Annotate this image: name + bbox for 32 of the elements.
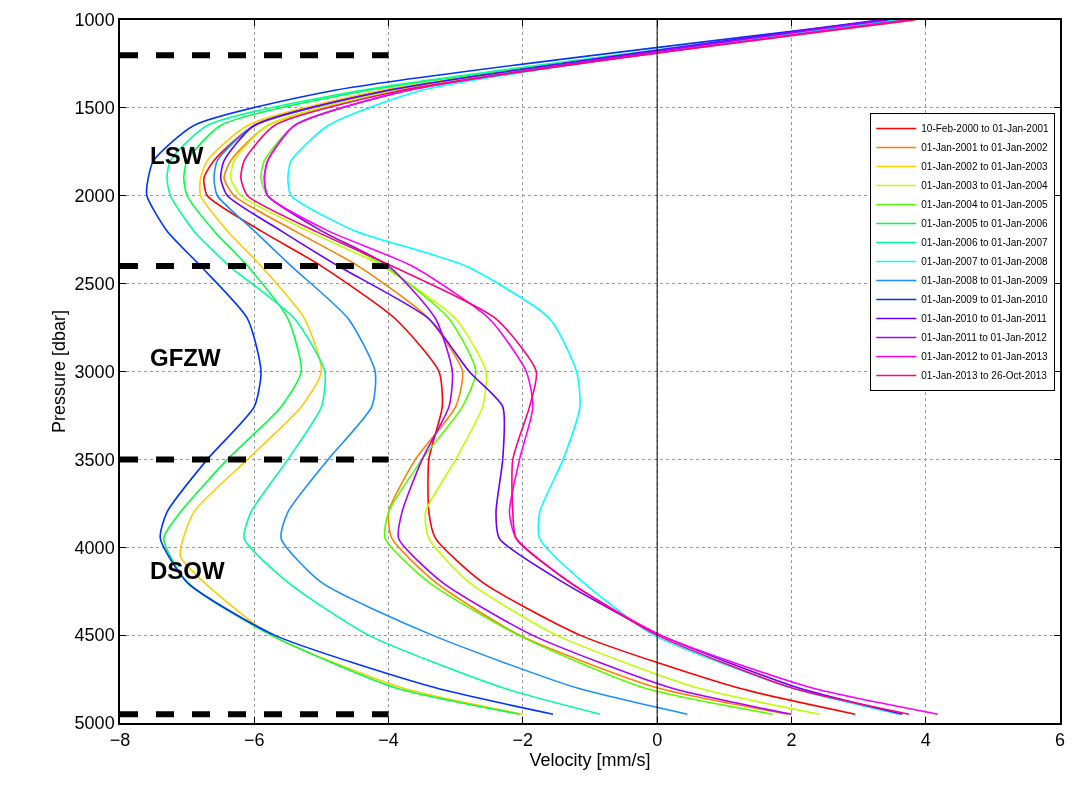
legend-label: 01-Jan-2001 to 01-Jan-2002 [921, 142, 1048, 154]
y-tick-label: 1500 [74, 98, 115, 119]
x-tick-label: 2 [786, 730, 797, 751]
legend-label: 01-Jan-2010 to 01-Jan-2011 [921, 313, 1048, 325]
x-tick-label: −6 [244, 730, 265, 751]
y-tick-label: 3500 [74, 449, 115, 470]
x-tick-label: −2 [512, 730, 534, 751]
y-tick-label: 3000 [74, 361, 115, 382]
y-tick-label: 4000 [74, 537, 115, 558]
legend-label: 01-Jan-2005 to 01-Jan-2006 [921, 218, 1048, 230]
legend-label: 10-Feb-2000 to 01-Jan-2001 [921, 123, 1050, 135]
legend-label: 01-Jan-2008 to 01-Jan-2009 [921, 275, 1048, 287]
legend-label: 01-Jan-2006 to 01-Jan-2007 [921, 237, 1048, 249]
legend-label: 01-Jan-2003 to 01-Jan-2004 [921, 180, 1048, 192]
legend-label: 01-Jan-2007 to 01-Jan-2008 [921, 256, 1048, 268]
annotation: GFZW [150, 344, 221, 371]
legend-label: 01-Jan-2004 to 01-Jan-2005 [921, 199, 1048, 211]
x-tick-label: 4 [920, 730, 931, 751]
legend-label: 01-Jan-2002 to 01-Jan-2003 [921, 161, 1048, 173]
legend-label: 01-Jan-2012 to 01-Jan-2013 [921, 351, 1048, 363]
legend-label: 01-Jan-2013 to 26-Oct-2013 [921, 370, 1048, 382]
y-tick-label: 2500 [74, 273, 115, 294]
y-tick-label: 2000 [74, 186, 115, 207]
x-tick-label: 6 [1054, 730, 1066, 751]
legend-label: 01-Jan-2009 to 01-Jan-2010 [921, 294, 1048, 306]
x-tick-label: 0 [652, 730, 663, 751]
y-axis-title: Pressure [dbar] [49, 309, 70, 434]
y-tick-label: 4500 [74, 625, 115, 646]
y-tick-label: 1000 [74, 10, 115, 31]
legend-label: 01-Jan-2011 to 01-Jan-2012 [921, 332, 1048, 344]
x-axis-title: Velocity [mm/s] [529, 750, 651, 771]
x-tick-label: −4 [378, 730, 399, 751]
